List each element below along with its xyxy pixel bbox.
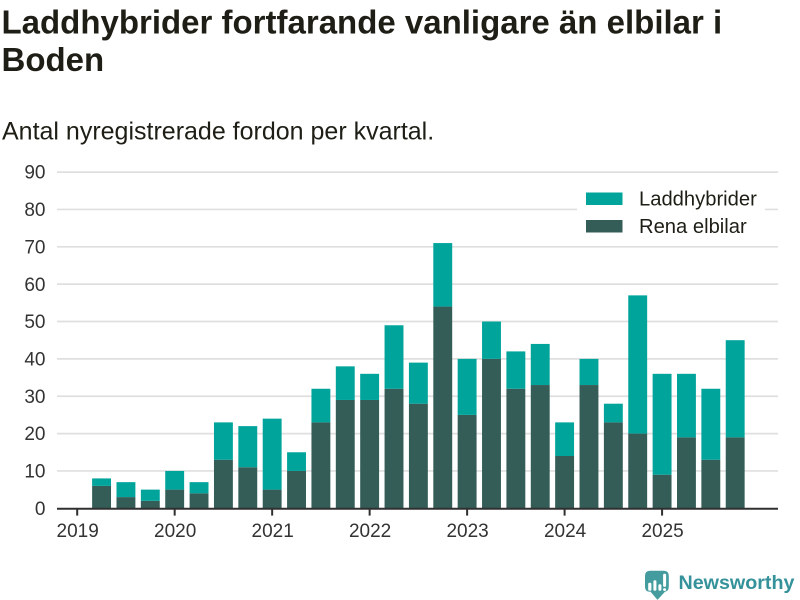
svg-text:30: 30: [24, 387, 45, 408]
svg-text:20: 20: [24, 424, 45, 445]
svg-text:70: 70: [24, 237, 45, 258]
svg-text:60: 60: [24, 275, 45, 296]
svg-text:90: 90: [24, 163, 45, 184]
svg-text:2021: 2021: [252, 521, 294, 542]
svg-text:Laddhybrider: Laddhybrider: [639, 189, 757, 211]
svg-text:2019: 2019: [57, 521, 99, 542]
svg-text:10: 10: [24, 462, 45, 483]
svg-text:80: 80: [24, 200, 45, 221]
svg-text:Antal nyregistrerade fordon pe: Antal nyregistrerade fordon per kvartal.: [2, 118, 434, 146]
svg-text:Rena elbilar: Rena elbilar: [639, 216, 747, 238]
svg-text:Laddhybrider fortfarande vanli: Laddhybrider fortfarande vanligare än el…: [2, 3, 723, 40]
svg-text:2023: 2023: [446, 521, 488, 542]
svg-text:Boden: Boden: [2, 41, 105, 78]
svg-text:50: 50: [24, 312, 45, 333]
svg-text:40: 40: [24, 349, 45, 370]
svg-text:2025: 2025: [641, 521, 683, 542]
svg-text:0: 0: [35, 499, 46, 520]
svg-text:2024: 2024: [544, 521, 587, 542]
svg-text:2020: 2020: [154, 521, 196, 542]
svg-text:Newsworthy: Newsworthy: [679, 572, 795, 594]
svg-text:2022: 2022: [349, 521, 391, 542]
